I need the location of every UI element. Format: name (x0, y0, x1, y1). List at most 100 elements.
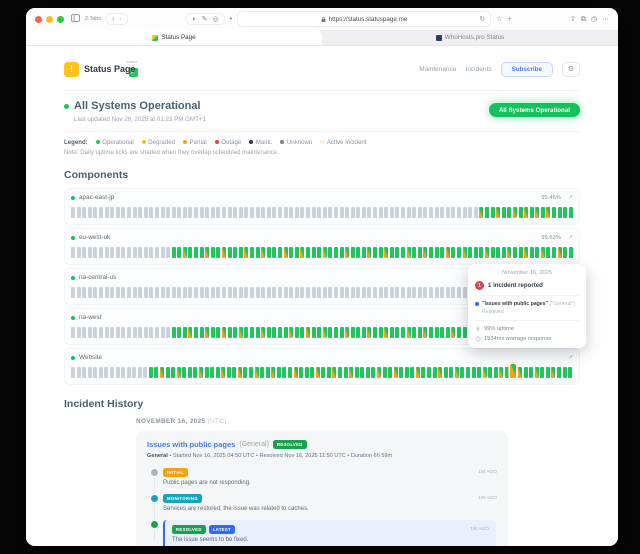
forward-icon[interactable]: › (119, 15, 122, 23)
uptime-tick[interactable] (277, 287, 282, 298)
uptime-tick[interactable] (378, 287, 383, 298)
uptime-tick[interactable] (361, 247, 366, 258)
uptime-tick[interactable] (423, 327, 428, 338)
uptime-tick[interactable] (132, 287, 137, 298)
uptime-tick[interactable] (272, 247, 277, 258)
uptime-tick[interactable] (82, 327, 87, 338)
uptime-tick[interactable] (501, 247, 506, 258)
uptime-tick[interactable] (250, 327, 254, 338)
uptime-tick[interactable] (266, 207, 271, 218)
uptime-tick[interactable] (126, 247, 131, 258)
uptime-tick[interactable] (166, 247, 171, 258)
uptime-tick[interactable] (283, 207, 288, 218)
uptime-tick[interactable] (388, 367, 393, 378)
uptime-tick[interactable] (462, 327, 467, 338)
uptime-tick[interactable] (244, 247, 249, 258)
uptime-tick[interactable] (406, 327, 411, 338)
uptime-tick[interactable] (132, 367, 137, 378)
uptime-tick[interactable] (199, 247, 204, 258)
uptime-tick[interactable] (272, 327, 277, 338)
uptime-tick[interactable] (479, 247, 484, 258)
uptime-tick[interactable] (177, 287, 182, 298)
uptime-tick[interactable] (250, 247, 254, 258)
uptime-tick[interactable] (272, 207, 277, 218)
uptime-tick[interactable] (166, 207, 171, 218)
uptime-tick[interactable] (277, 327, 282, 338)
uptime-tick[interactable] (221, 367, 226, 378)
uptime-tick[interactable] (401, 327, 406, 338)
uptime-tick[interactable] (82, 207, 87, 218)
uptime-tick[interactable] (562, 367, 567, 378)
uptime-tick[interactable] (177, 247, 182, 258)
uptime-tick[interactable] (382, 367, 387, 378)
uptime-tick[interactable] (333, 287, 338, 298)
uptime-tick[interactable] (210, 207, 215, 218)
uptime-tick[interactable] (93, 287, 98, 298)
uptime-tick[interactable] (305, 327, 310, 338)
uptime-tick[interactable] (121, 327, 126, 338)
uptime-tick[interactable] (434, 247, 439, 258)
uptime-tick[interactable] (378, 327, 383, 338)
uptime-tick[interactable] (233, 247, 238, 258)
uptime-tick[interactable] (310, 367, 315, 378)
uptime-tick[interactable] (138, 207, 143, 218)
uptime-tick[interactable] (305, 247, 310, 258)
uptime-tick[interactable] (232, 367, 237, 378)
uptime-tick[interactable] (317, 247, 322, 258)
uptime-tick[interactable] (283, 247, 288, 258)
uptime-tick[interactable] (524, 207, 529, 218)
uptime-tick[interactable] (512, 247, 517, 258)
uptime-tick[interactable] (434, 327, 439, 338)
uptime-tick[interactable] (462, 287, 467, 298)
uptime-tick[interactable] (126, 207, 131, 218)
uptime-tick[interactable] (499, 367, 504, 378)
uptime-tick[interactable] (266, 287, 271, 298)
uptime-tick[interactable] (350, 207, 355, 218)
uptime-tick[interactable] (194, 247, 199, 258)
uptime-tick[interactable] (227, 287, 232, 298)
uptime-tick[interactable] (373, 247, 378, 258)
settings-extension-icon[interactable]: ◎ (212, 15, 219, 23)
uptime-tick[interactable] (445, 327, 450, 338)
uptime-tick[interactable] (468, 247, 473, 258)
uptime-tick[interactable] (423, 287, 428, 298)
uptime-tick[interactable] (126, 367, 131, 378)
uptime-tick[interactable] (260, 367, 265, 378)
uptime-tick[interactable] (349, 367, 354, 378)
uptime-tick[interactable] (406, 247, 411, 258)
uptime-tick[interactable] (188, 207, 193, 218)
uptime-tick[interactable] (294, 207, 299, 218)
uptime-tick[interactable] (166, 287, 171, 298)
uptime-tick[interactable] (98, 287, 103, 298)
uptime-tick[interactable] (154, 247, 159, 258)
uptime-tick[interactable] (255, 247, 260, 258)
uptime-tick[interactable] (93, 327, 98, 338)
uptime-tick[interactable] (534, 367, 539, 378)
uptime-tick[interactable] (356, 207, 361, 218)
uptime-tick[interactable] (367, 327, 372, 338)
uptime-tick[interactable] (373, 287, 378, 298)
uptime-tick[interactable] (356, 287, 361, 298)
uptime-tick[interactable] (98, 367, 103, 378)
uptime-tick[interactable] (484, 207, 489, 218)
uptime-tick[interactable] (479, 207, 484, 218)
pen-extension-icon[interactable]: ✎ (201, 15, 208, 23)
uptime-tick[interactable] (404, 367, 409, 378)
uptime-tick[interactable] (194, 287, 199, 298)
uptime-tick[interactable] (361, 327, 366, 338)
uptime-tick[interactable] (132, 327, 137, 338)
uptime-tick[interactable] (395, 207, 400, 218)
uptime-tick[interactable] (417, 207, 422, 218)
uptime-tick[interactable] (194, 327, 199, 338)
uptime-tick[interactable] (540, 367, 545, 378)
uptime-tick[interactable] (171, 247, 176, 258)
uptime-tick[interactable] (360, 367, 365, 378)
uptime-tick[interactable] (551, 367, 556, 378)
uptime-tick[interactable] (493, 367, 498, 378)
uptime-tick[interactable] (417, 287, 422, 298)
uptime-tick[interactable] (93, 247, 98, 258)
uptime-tick[interactable] (82, 287, 87, 298)
uptime-tick[interactable] (471, 367, 476, 378)
uptime-tick[interactable] (317, 327, 322, 338)
uptime-tick[interactable] (115, 247, 120, 258)
